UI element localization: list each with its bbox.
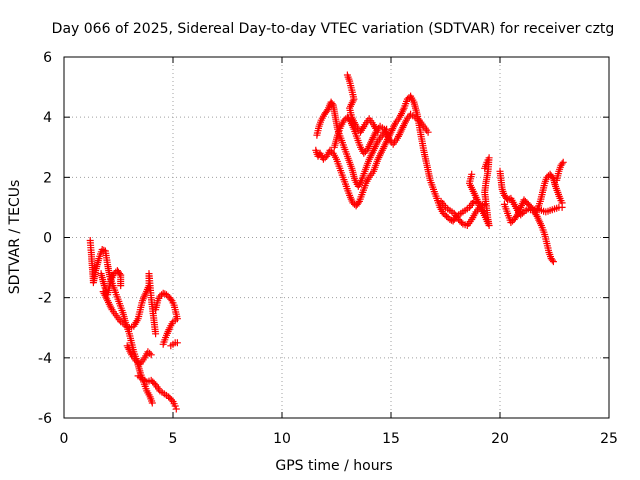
y-tick-label: -4 xyxy=(38,351,52,367)
series-track-b1 xyxy=(312,92,482,225)
x-tick-label: 15 xyxy=(382,431,400,447)
data-point xyxy=(549,258,557,266)
data-point xyxy=(439,209,447,217)
series-track-a5 xyxy=(134,372,180,413)
data-point xyxy=(403,95,411,103)
y-tick-label: 6 xyxy=(43,50,52,66)
data-point-fill xyxy=(548,173,556,181)
series-track-a7 xyxy=(167,339,181,350)
data-point xyxy=(163,291,170,299)
x-tick-label: 5 xyxy=(169,431,178,447)
data-point xyxy=(374,128,382,136)
data-point xyxy=(443,212,451,220)
data-point-fill xyxy=(354,199,362,207)
series-track-c2 xyxy=(500,196,557,266)
chart-title: Day 066 of 2025, Sidereal Day-to-day VTE… xyxy=(52,21,615,37)
y-tick-label: -6 xyxy=(38,411,52,427)
data-point xyxy=(481,200,489,208)
data-point xyxy=(148,399,156,407)
data-point xyxy=(159,340,167,348)
x-tick-label: 20 xyxy=(491,431,509,447)
series-track-b3 xyxy=(330,110,432,157)
data-point xyxy=(424,128,432,136)
data-point xyxy=(468,170,476,178)
data-point xyxy=(507,219,515,226)
data-point-fill xyxy=(168,396,175,404)
series-track-c3 xyxy=(533,170,566,214)
data-point xyxy=(559,158,567,166)
y-axis-label: SDTVAR / TECUs xyxy=(7,180,23,295)
series-track-a3 xyxy=(99,270,160,338)
data-point xyxy=(152,330,160,338)
data-point xyxy=(144,348,152,356)
series-track-c4 xyxy=(553,158,567,184)
data-point-fill xyxy=(328,100,336,108)
y-tick-label: -2 xyxy=(38,291,52,307)
data-point xyxy=(117,282,125,290)
x-axis-label: GPS time / hours xyxy=(275,458,392,474)
y-tick-label: 0 xyxy=(43,231,52,247)
data-point-fill xyxy=(558,160,566,168)
data-point-fill xyxy=(167,295,175,303)
series-track-a4 xyxy=(123,342,155,368)
series-track-a6 xyxy=(152,289,181,348)
series-track-b6 xyxy=(466,154,493,229)
data-point xyxy=(558,199,566,207)
data-point-fill xyxy=(458,219,465,226)
data-point xyxy=(147,351,155,359)
x-tick-label: 25 xyxy=(600,431,618,447)
x-tick-label: 10 xyxy=(273,431,291,447)
y-tick-label: 2 xyxy=(43,170,52,186)
series-track-b4 xyxy=(343,71,382,136)
data-point-fill xyxy=(116,270,124,278)
y-tick-label: 4 xyxy=(43,110,52,126)
data-point xyxy=(98,246,106,253)
data-point xyxy=(326,146,334,154)
data-point xyxy=(172,405,180,413)
axis-ticks: 0 5 10 15 20 25 -6 -4 -2 0 2 4 6 xyxy=(38,50,618,447)
data-point xyxy=(159,289,167,297)
x-tick-label: 0 xyxy=(60,431,69,447)
data-point-fill xyxy=(441,211,449,219)
data-point xyxy=(360,149,368,157)
data-point xyxy=(156,292,164,300)
data-point xyxy=(173,339,181,347)
data-point-fill xyxy=(548,256,556,264)
data-point xyxy=(319,155,327,163)
series-track-b2 xyxy=(313,98,391,190)
data-point xyxy=(171,402,179,410)
data-points xyxy=(86,71,567,413)
data-point-fill xyxy=(146,349,154,357)
